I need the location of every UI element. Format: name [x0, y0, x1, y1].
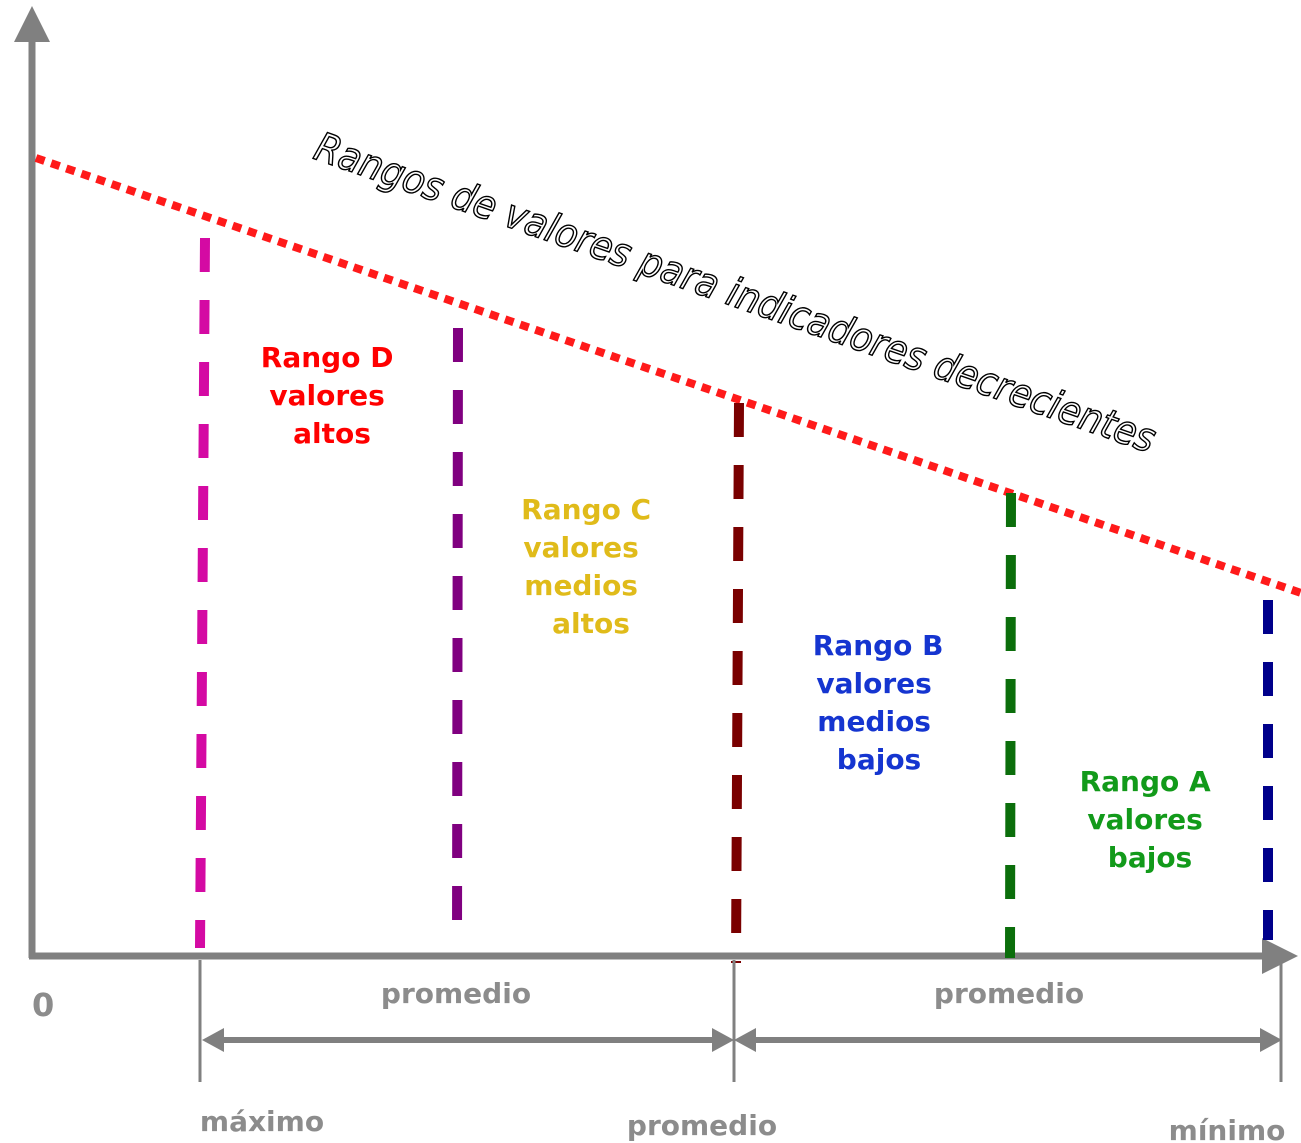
range-a-label: Rango A valores bajos — [1080, 765, 1221, 874]
divider-maximo — [195, 237, 210, 949]
range-d-label: Rango D valores altos — [261, 341, 403, 450]
x-axis-arrowhead — [1262, 938, 1298, 974]
span-arrow-left-head-start — [202, 1028, 224, 1052]
range-c-label: Rango C valores medios altos — [521, 493, 661, 640]
trend-line — [34, 154, 1301, 597]
divider-promedio-alto — [452, 327, 463, 947]
divider-promedio — [731, 402, 744, 964]
divider-promedio-bajo — [1005, 492, 1016, 959]
bottom-label-minimo: mínimo — [1169, 1114, 1286, 1143]
span-arrow-right-head-end — [1260, 1028, 1282, 1052]
span-label-right: promedio — [934, 977, 1084, 1010]
span-arrow-left-head-end — [712, 1028, 734, 1052]
origin-label: 0 — [32, 986, 54, 1024]
y-axis-arrowhead — [14, 6, 50, 42]
bottom-label-maximo: máximo — [200, 1105, 324, 1138]
bottom-label-promedio: promedio — [627, 1109, 777, 1142]
span-label-left: promedio — [381, 977, 531, 1010]
range-b-label: Rango B valores medios bajos — [813, 629, 954, 776]
span-arrow-right-head-start — [734, 1028, 756, 1052]
